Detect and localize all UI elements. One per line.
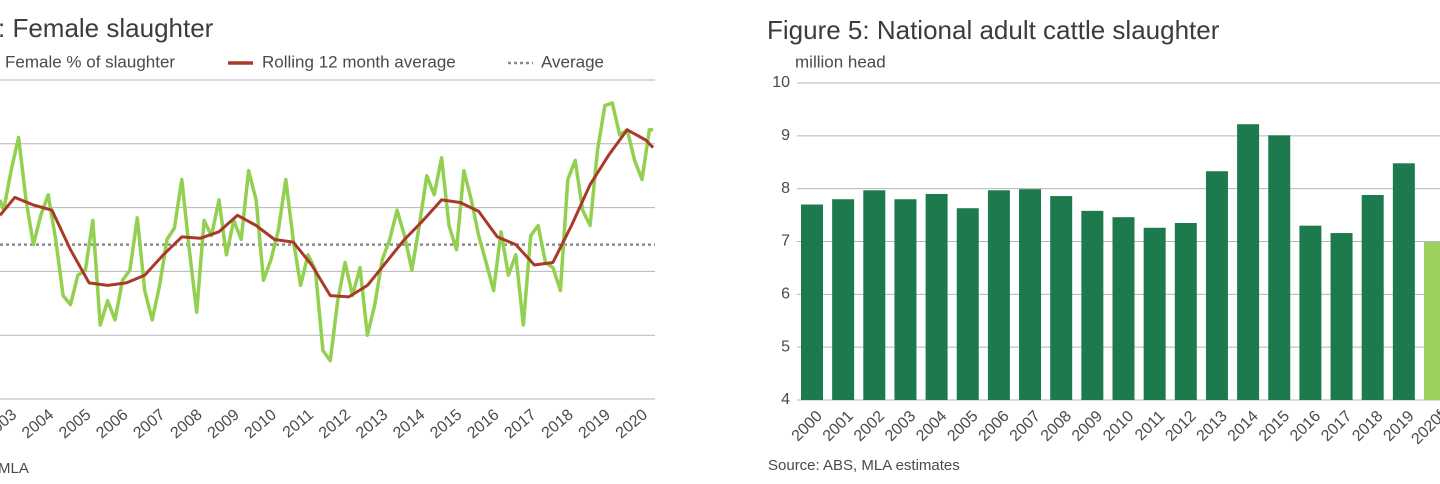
x-tick-label: 2005	[56, 406, 94, 442]
y-tick-label: 6	[781, 286, 790, 303]
x-tick-label: 2000	[789, 408, 826, 445]
y-tick-label: 9	[781, 127, 790, 144]
x-tick-label: 2004	[19, 406, 57, 442]
bar	[1268, 135, 1291, 400]
bar	[832, 199, 855, 400]
x-tick-label: 2004	[913, 408, 950, 445]
x-tick-label: 2014	[1225, 408, 1262, 445]
legend-label: Rolling 12 month average	[262, 52, 456, 71]
x-tick-label: 2017	[501, 406, 539, 442]
bar	[1330, 233, 1353, 400]
x-tick-label: 2015	[427, 406, 465, 442]
x-tick-label: 2003	[882, 408, 919, 445]
x-tick-label: 2013	[353, 406, 391, 442]
bar	[801, 204, 823, 400]
chart-title: Figure 5: National adult cattle slaughte…	[767, 15, 1220, 45]
bar	[1361, 195, 1384, 400]
y-tick-label: 8	[781, 180, 790, 197]
x-tick-label: 2005	[944, 408, 981, 445]
bar	[1112, 217, 1135, 400]
x-tick-label: 2009	[205, 406, 243, 442]
bar	[863, 190, 886, 400]
x-tick-label: 2001	[820, 408, 857, 445]
x-tick-label: 2010	[1100, 408, 1137, 445]
series-line	[0, 101, 654, 363]
source: Source: ABS, MLA estimates	[768, 457, 960, 474]
x-tick-label: 2007	[130, 406, 168, 442]
bar	[1237, 124, 1260, 401]
x-tick-label: 2018	[539, 406, 577, 442]
x-tick-label: 2009	[1069, 408, 1106, 445]
bar	[1174, 223, 1197, 400]
x-tick-label: 2008	[1038, 408, 1075, 445]
y-tick-label: 5	[781, 338, 790, 355]
bar	[894, 199, 917, 400]
x-tick-label: 2012	[316, 406, 354, 442]
bar	[1205, 171, 1228, 400]
bar	[925, 193, 948, 400]
y-tick-label: 10	[772, 74, 790, 91]
x-tick-label: 2006	[976, 408, 1013, 445]
x-tick-label: 2006	[93, 406, 131, 442]
y-axis-label: million head	[795, 52, 886, 71]
bar	[956, 208, 979, 400]
bar	[1019, 189, 1042, 400]
bar	[1081, 210, 1104, 400]
legend-label: Average	[541, 52, 604, 71]
x-tick-label: 2011	[1132, 408, 1168, 444]
x-tick-label: 2016	[1287, 408, 1324, 445]
x-tick-label: 2010	[242, 406, 280, 442]
bar	[1424, 242, 1440, 400]
x-tick-label: 2017	[1318, 408, 1355, 445]
bar	[1050, 196, 1073, 400]
x-tick-label: 2014	[390, 406, 428, 442]
bar	[1143, 227, 1166, 400]
chart-title: : Female slaughter	[0, 13, 214, 43]
x-tick-label: 2008	[167, 406, 205, 442]
x-tick-label: 2012	[1162, 408, 1199, 445]
x-tick-label: 2011	[280, 406, 317, 441]
bar	[987, 190, 1010, 400]
x-tick-label: 2003	[0, 406, 20, 442]
x-tick-label: 2016	[464, 406, 502, 442]
x-tick-label: 2007	[1007, 408, 1044, 445]
bar	[1299, 225, 1322, 400]
x-tick-label: 2020f	[1408, 407, 1440, 448]
x-tick-label: 2013	[1194, 408, 1231, 445]
legend-label: Female % of slaughter	[5, 52, 175, 71]
x-tick-label: 2020	[613, 406, 651, 442]
y-tick-label: 4	[781, 391, 790, 408]
y-tick-label: 7	[781, 233, 790, 250]
source: MLA	[0, 460, 29, 477]
x-tick-label: 2015	[1256, 408, 1293, 445]
x-tick-label: 2019	[576, 406, 614, 442]
bar	[1392, 163, 1415, 400]
x-tick-label: 2002	[851, 408, 888, 445]
series-line	[0, 128, 655, 299]
x-tick-label: 2018	[1349, 408, 1386, 445]
